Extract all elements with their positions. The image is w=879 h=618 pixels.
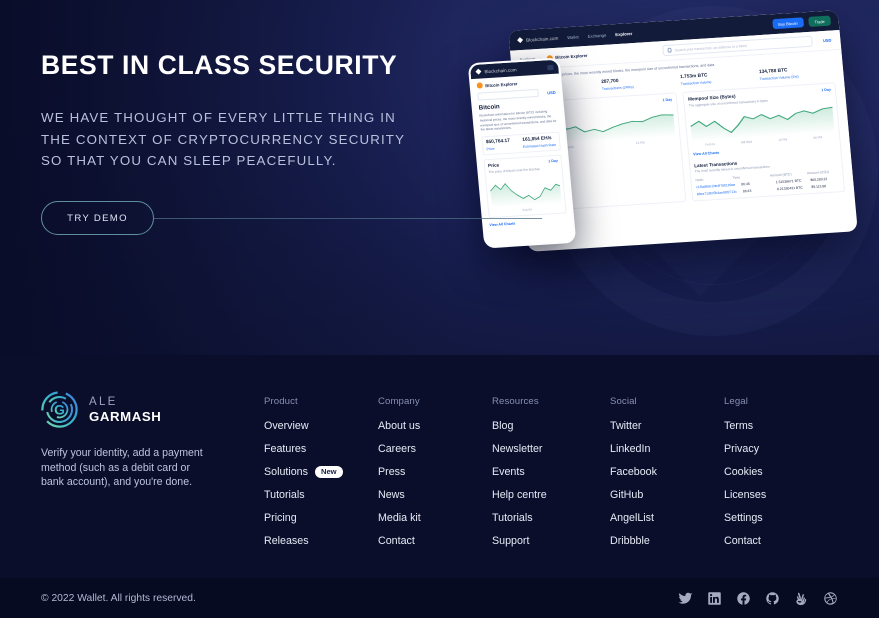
tablet-brand: Blockchain.com xyxy=(517,35,559,44)
footer-link-blog[interactable]: Blog xyxy=(492,420,514,432)
hero-subtitle: WE HAVE THOUGHT OF EVERY LITTLE THING IN… xyxy=(41,110,405,169)
brand-row[interactable]: G ALE GARMASH xyxy=(41,391,264,428)
footer-link-news[interactable]: News xyxy=(378,489,405,501)
brand-name-line2: GARMASH xyxy=(89,408,162,424)
hero-section: Blockchain.com Wallet Exchange Explorer … xyxy=(0,0,879,355)
phone-brand-name: Blockchain xyxy=(484,67,507,74)
footer-link-media-kit[interactable]: Media kit xyxy=(378,512,421,524)
footer-link-angellist[interactable]: AngelList xyxy=(610,512,654,524)
price-range-selector[interactable]: 1 Day xyxy=(662,98,673,103)
social-icon-row xyxy=(678,591,838,606)
facebook-icon[interactable] xyxy=(736,591,751,606)
new-badge: New xyxy=(314,466,343,478)
footer-link-features[interactable]: Features xyxy=(264,443,307,455)
footer-link-support[interactable]: Support xyxy=(492,535,530,547)
tablet-brand-suffix: .com xyxy=(548,35,559,41)
hero-copy: BEST IN CLASS SECURITY WE HAVE THOUGHT O… xyxy=(41,50,471,172)
footer-link-terms[interactable]: Terms xyxy=(724,420,754,432)
footer-link-careers[interactable]: Careers xyxy=(378,443,417,455)
footer-link-contact[interactable]: Contact xyxy=(378,535,415,547)
tablet-stat: 287,700 Transactions (24hrs) xyxy=(601,79,634,92)
hamburger-menu-icon[interactable] xyxy=(547,64,554,70)
footer-link-facebook[interactable]: Facebook xyxy=(610,466,657,478)
twitter-icon[interactable] xyxy=(678,591,693,606)
try-demo-button[interactable]: TRY DEMO xyxy=(41,201,154,235)
tablet-stat: 134,788 BTC Transaction Volume (Est) xyxy=(758,68,799,82)
bitcoin-icon xyxy=(476,82,483,89)
page-title: BEST IN CLASS SECURITY xyxy=(41,50,398,80)
phone-paragraph: Blockchain information for Bitcoin (BTC)… xyxy=(479,109,557,132)
footer-section: G ALE GARMASH Verify your identity, add … xyxy=(0,355,879,578)
search-icon xyxy=(666,47,672,53)
tablet-stat: 1.753m BTC Transaction Volume xyxy=(679,73,712,87)
tablet-nav-exchange[interactable]: Exchange xyxy=(587,32,607,39)
tablet-trade-button[interactable]: Trade xyxy=(808,15,832,27)
footer-link-cookies[interactable]: Cookies xyxy=(724,466,763,478)
footer-link-contact-legal[interactable]: Contact xyxy=(724,535,761,547)
cta-row: TRY DEMO xyxy=(41,201,542,235)
footer-column-social: Social Twitter LinkedIn Facebook GitHub … xyxy=(610,396,724,558)
tablet-nav-wallet[interactable]: Wallet xyxy=(566,33,579,40)
tablet-nav-explorer[interactable]: Explorer xyxy=(615,30,633,37)
tablet-breadcrumb-current[interactable]: Bitcoin Explorer xyxy=(555,52,588,60)
brand-name-line1: ALE xyxy=(89,395,118,408)
footer-link-pricing[interactable]: Pricing xyxy=(264,512,297,524)
tablet-mempool-chart-card: Mempool Size (Bytes) The aggregate size … xyxy=(682,82,846,202)
phone-currency-selector[interactable]: USD xyxy=(546,89,556,95)
tablet-currency-selector[interactable]: USD xyxy=(822,37,832,44)
footer-link-solutions[interactable]: Solutions New xyxy=(264,466,378,478)
dribbble-icon[interactable] xyxy=(823,591,838,606)
footer-link-overview[interactable]: Overview xyxy=(264,420,309,432)
angellist-icon[interactable] xyxy=(794,591,809,606)
footer-link-licenses[interactable]: Licenses xyxy=(724,489,767,501)
footer-link-newsletter[interactable]: Newsletter xyxy=(492,443,543,455)
footer-link-privacy[interactable]: Privacy xyxy=(724,443,760,455)
footer-column-company: Company About us Careers Press News Medi… xyxy=(378,396,492,558)
mempool-range-selector[interactable]: 1 Day xyxy=(821,88,832,93)
footer-link-releases[interactable]: Releases xyxy=(264,535,309,547)
footer-bottom-bar: © 2022 Wallet. All rights reserved. xyxy=(0,578,879,618)
footer-brand-column: G ALE GARMASH Verify your identity, add … xyxy=(41,391,264,558)
phone-brand-suffix: .com xyxy=(506,66,517,73)
blockchain-logo-icon xyxy=(517,37,524,43)
garmash-logo-icon: G xyxy=(41,391,78,428)
footer-link-tutorials-resources[interactable]: Tutorials xyxy=(492,512,533,524)
blockchain-logo-icon xyxy=(475,68,482,74)
linkedin-icon[interactable] xyxy=(707,591,722,606)
phone-range-selector[interactable]: 1 Day xyxy=(548,158,559,164)
cta-connector-line xyxy=(154,217,542,219)
footer-link-github[interactable]: GitHub xyxy=(610,489,644,501)
tablet-search-placeholder: Search your transaction, an address or a… xyxy=(674,43,748,52)
copyright-text: © 2022 Wallet. All rights reserved. xyxy=(41,592,196,604)
github-icon[interactable] xyxy=(765,591,780,606)
footer-description: Verify your identity, add a payment meth… xyxy=(41,447,203,488)
footer-column-legal: Legal Terms Privacy Cookies Licenses Set… xyxy=(724,396,838,558)
footer-link-tutorials[interactable]: Tutorials xyxy=(264,489,305,501)
footer-link-press[interactable]: Press xyxy=(378,466,406,478)
footer-link-twitter[interactable]: Twitter xyxy=(610,420,642,432)
footer-link-events[interactable]: Events xyxy=(492,466,525,478)
footer-link-help-centre[interactable]: Help centre xyxy=(492,489,547,501)
phone-stats: $50,764.17 Price 161,854 EH/s Estimated … xyxy=(481,131,561,156)
footer-links: Product Overview Features Solutions New T… xyxy=(264,391,838,558)
footer-link-about-us[interactable]: About us xyxy=(378,420,421,432)
footer-link-linkedin[interactable]: LinkedIn xyxy=(610,443,651,455)
footer-link-dribbble[interactable]: Dribbble xyxy=(610,535,650,547)
svg-text:G: G xyxy=(54,402,65,418)
tablet-buy-bitcoin-button[interactable]: Buy Bitcoin xyxy=(771,17,805,30)
tablet-brand-name: Blockchain xyxy=(525,35,549,43)
footer-link-settings[interactable]: Settings xyxy=(724,512,763,524)
footer-column-resources: Resources Blog Newsletter Events Help ce… xyxy=(492,396,610,558)
footer-column-product: Product Overview Features Solutions New T… xyxy=(264,396,378,558)
